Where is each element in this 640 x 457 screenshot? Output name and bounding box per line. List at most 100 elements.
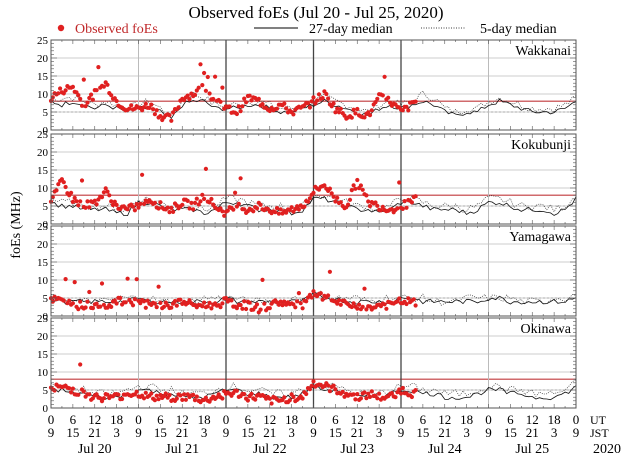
observed-point	[362, 115, 367, 120]
observed-point	[87, 95, 92, 101]
observed-point	[105, 82, 110, 87]
observed-point	[192, 200, 198, 205]
observed-point	[351, 183, 356, 188]
observed-point	[94, 301, 99, 306]
x-tick-label-ut: 6	[420, 412, 427, 427]
observed-point	[382, 302, 387, 307]
observed-point	[192, 92, 198, 97]
observed-point	[116, 392, 121, 397]
observed-point	[187, 298, 192, 303]
observed-point	[380, 204, 385, 209]
observed-point	[174, 396, 179, 401]
observed-point	[74, 199, 79, 204]
observed-point	[244, 100, 249, 105]
observed-point	[220, 301, 225, 306]
observed-point	[335, 106, 340, 111]
observed-point	[196, 202, 201, 207]
observed-point	[99, 281, 105, 286]
y-tick-label: 25	[37, 129, 49, 141]
observed-point	[366, 391, 371, 396]
observed-point	[109, 199, 114, 204]
observed-point	[54, 188, 59, 193]
observed-point	[96, 65, 101, 70]
observed-point	[76, 392, 81, 397]
observed-point	[242, 207, 247, 212]
observed-point	[413, 194, 418, 199]
observed-point	[386, 95, 391, 100]
observed-point	[72, 280, 77, 285]
y-tick-label: 20	[37, 53, 49, 65]
observed-point	[213, 74, 218, 79]
observed-point	[200, 192, 205, 197]
observed-point	[305, 199, 311, 204]
observed-point	[364, 307, 369, 312]
observed-point	[295, 204, 300, 209]
observed-point	[309, 383, 314, 388]
observed-point	[258, 202, 263, 207]
observed-point	[358, 183, 363, 188]
observed-point	[187, 97, 192, 102]
observed-point	[242, 96, 247, 101]
observed-point	[298, 301, 303, 306]
observed-point	[331, 101, 336, 106]
observed-point	[120, 396, 125, 402]
observed-point	[167, 210, 172, 215]
observed-point	[295, 299, 300, 304]
panel-okinawa: 0 5 10 15 20 25 Okinawa	[37, 313, 577, 415]
observed-point	[260, 102, 265, 107]
y-tick-label: 15	[37, 349, 49, 361]
observed-point	[143, 390, 148, 395]
observed-point	[174, 303, 179, 308]
observed-point	[83, 305, 88, 310]
observed-point	[89, 92, 94, 97]
x-tick-label-ut: 0	[398, 412, 405, 427]
observed-point	[233, 190, 238, 195]
observed-point	[349, 188, 354, 193]
x-tick-label-ut: 6	[70, 412, 77, 427]
observed-point	[152, 112, 157, 117]
y-tick-label: 5	[43, 107, 49, 119]
observed-point	[198, 199, 203, 204]
observed-point	[353, 111, 358, 116]
observed-point	[331, 194, 336, 199]
observed-point	[52, 388, 57, 393]
observed-point	[69, 390, 74, 395]
observed-point	[138, 201, 143, 206]
observed-point	[282, 395, 287, 400]
observed-point	[289, 205, 294, 210]
x-tick-label-ut: 12	[176, 412, 189, 427]
x-tick-label-jst: 21	[263, 425, 276, 440]
observed-point	[59, 177, 64, 182]
observed-point	[203, 395, 208, 400]
observed-point	[335, 195, 340, 200]
observed-point	[400, 385, 405, 391]
observed-point	[404, 205, 409, 210]
observed-point	[169, 118, 174, 123]
observed-point	[311, 190, 316, 195]
observed-point	[141, 396, 147, 401]
observed-point	[351, 301, 356, 306]
legend-observed-label: Observed foEs	[75, 22, 158, 37]
observed-point	[63, 88, 68, 93]
observed-point	[99, 195, 105, 200]
observed-point	[377, 391, 382, 396]
observed-point	[58, 86, 63, 91]
jst-label: JST	[590, 426, 609, 440]
x-tick-label-ut: 0	[485, 412, 492, 427]
observed-point	[336, 110, 342, 115]
observed-point	[154, 305, 159, 310]
day-label: Jul 20	[78, 442, 112, 457]
observed-point	[375, 396, 380, 401]
observed-point	[178, 297, 183, 302]
observed-point	[404, 301, 409, 307]
observed-point	[189, 200, 194, 205]
observed-point	[218, 305, 223, 310]
observed-point	[67, 298, 72, 303]
y-tick-label: 15	[37, 165, 49, 177]
x-tick-label-jst: 15	[154, 425, 167, 440]
median-27day-line	[50, 384, 577, 401]
observed-point	[125, 207, 130, 212]
observed-point	[333, 387, 338, 392]
observed-point	[220, 85, 225, 90]
observed-point	[327, 389, 332, 394]
